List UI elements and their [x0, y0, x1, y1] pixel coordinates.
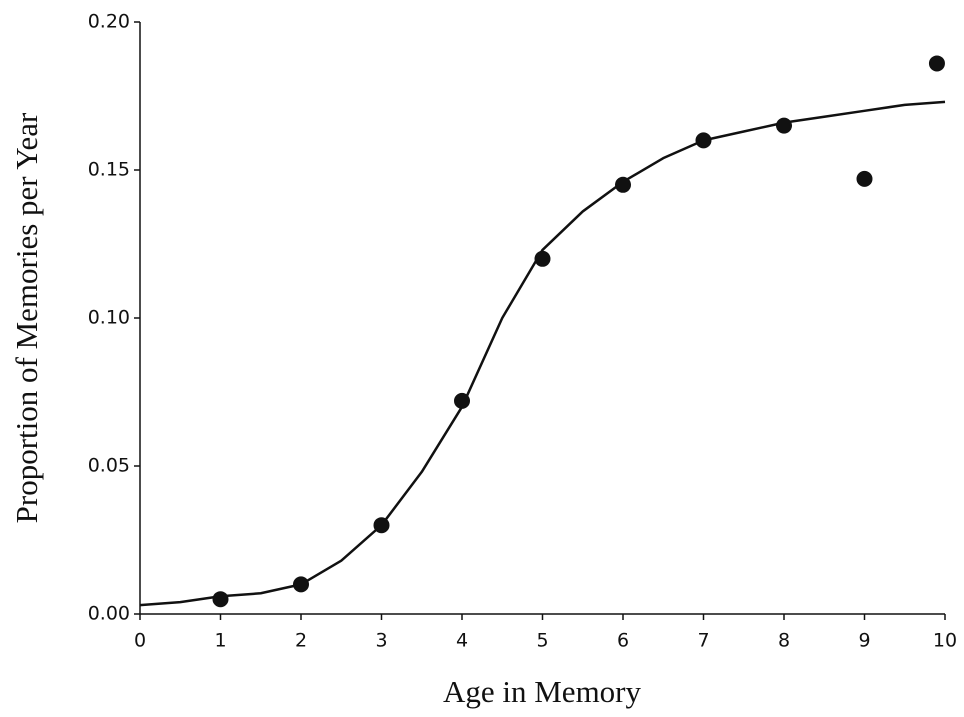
- y-tick-label: 0.15: [88, 159, 130, 181]
- x-tick-label: 9: [858, 630, 870, 652]
- data-point: [212, 591, 229, 608]
- data-point: [695, 132, 712, 149]
- data-point: [776, 117, 792, 134]
- y-tick-label: 0.10: [88, 307, 130, 329]
- x-tick-label: 1: [214, 630, 226, 652]
- x-tick-label: 8: [778, 630, 790, 652]
- x-tick-label: 6: [617, 630, 629, 652]
- x-tick-label: 2: [295, 630, 307, 652]
- data-point: [373, 517, 390, 534]
- x-axis-label: Age in Memory: [443, 674, 642, 709]
- x-tick-label: 3: [375, 630, 387, 652]
- x-tick-label: 4: [456, 630, 468, 652]
- x-tick-label: 5: [536, 630, 548, 652]
- data-point: [615, 176, 631, 193]
- y-tick-label: 0.05: [88, 455, 130, 477]
- x-tick-label: 7: [697, 630, 709, 652]
- y-tick-label: 0.00: [88, 603, 130, 625]
- y-tick-label: 0.20: [88, 11, 130, 33]
- x-tick-label: 10: [933, 630, 957, 652]
- data-point: [856, 170, 873, 187]
- data-point: [293, 576, 309, 593]
- fit-line: [139, 100, 946, 607]
- data-point: [454, 392, 470, 409]
- x-tick-label: 0: [134, 630, 146, 652]
- y-axis-label: Proportion of Memories per Year: [9, 112, 44, 523]
- data-point: [534, 250, 551, 267]
- data-point: [928, 55, 945, 72]
